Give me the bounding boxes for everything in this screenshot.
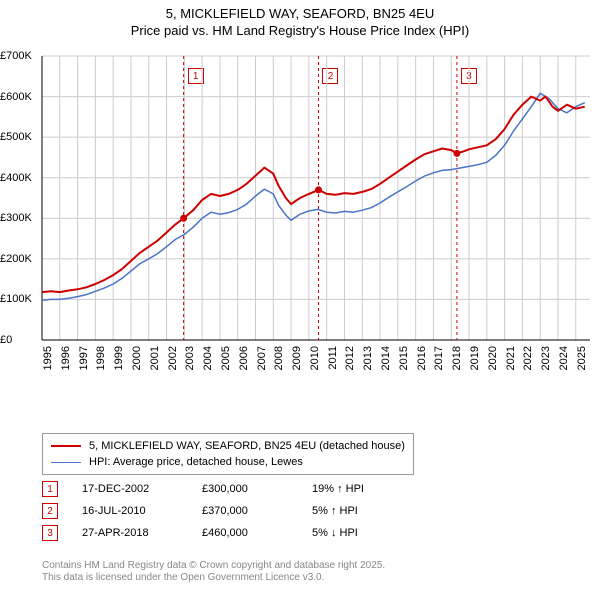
event-delta: 5% ↑ HPI <box>312 505 432 517</box>
legend-item: 5, MICKLEFIELD WAY, SEAFORD, BN25 4EU (d… <box>51 438 405 454</box>
event-date: 16-JUL-2010 <box>82 505 202 517</box>
x-axis-label: 1999 <box>113 346 125 376</box>
chart-area: £0£100K£200K£300K£400K£500K£600K£700K 19… <box>0 48 600 388</box>
x-axis-label: 2009 <box>291 346 303 376</box>
x-axis-label: 2021 <box>505 346 517 376</box>
x-axis-label: 2011 <box>327 346 339 376</box>
event-delta: 19% ↑ HPI <box>312 483 432 495</box>
license-line-1: Contains HM Land Registry data © Crown c… <box>42 560 385 571</box>
line-chart-svg <box>0 48 600 342</box>
legend-swatch <box>51 462 81 463</box>
x-axis-label: 2019 <box>469 346 481 376</box>
x-axis-label: 2012 <box>344 346 356 376</box>
event-price: £300,000 <box>202 483 312 495</box>
x-axis-label: 2018 <box>451 346 463 376</box>
x-axis-label: 2022 <box>522 346 534 376</box>
title-line-1: 5, MICKLEFIELD WAY, SEAFORD, BN25 4EU <box>166 6 435 21</box>
x-axis-label: 2008 <box>273 346 285 376</box>
x-axis-label: 2015 <box>398 346 410 376</box>
event-price: £460,000 <box>202 527 312 539</box>
x-axis-label: 1997 <box>78 346 90 376</box>
x-axis-label: 2020 <box>487 346 499 376</box>
x-axis-label: 2017 <box>433 346 445 376</box>
event-number-badge: 3 <box>42 525 58 541</box>
event-number-badge: 1 <box>42 481 58 497</box>
event-price: £370,000 <box>202 505 312 517</box>
x-axis-label: 2000 <box>131 346 143 376</box>
x-axis-label: 2010 <box>309 346 321 376</box>
event-table-row: 3 27-APR-2018£460,0005% ↓ HPI <box>42 522 432 544</box>
legend-label: 5, MICKLEFIELD WAY, SEAFORD, BN25 4EU (d… <box>89 440 405 452</box>
x-axis-label: 2007 <box>256 346 268 376</box>
event-date: 17-DEC-2002 <box>82 483 202 495</box>
legend-label: HPI: Average price, detached house, Lewe… <box>89 456 303 468</box>
legend-swatch <box>51 445 81 447</box>
x-axis-label: 2002 <box>167 346 179 376</box>
x-axis-label: 2003 <box>184 346 196 376</box>
legend-item: HPI: Average price, detached house, Lewe… <box>51 454 405 470</box>
legend: 5, MICKLEFIELD WAY, SEAFORD, BN25 4EU (d… <box>42 433 414 475</box>
x-axis-label: 2016 <box>416 346 428 376</box>
event-date: 27-APR-2018 <box>82 527 202 539</box>
license-line-2: This data is licensed under the Open Gov… <box>42 572 324 583</box>
license-text: Contains HM Land Registry data © Crown c… <box>42 560 385 584</box>
x-axis-label: 2004 <box>202 346 214 376</box>
x-axis-label: 2001 <box>149 346 161 376</box>
x-axis-label: 2005 <box>220 346 232 376</box>
events-table: 1 17-DEC-2002£300,00019% ↑ HPI 2 16-JUL-201… <box>42 478 432 544</box>
x-axis-label: 1995 <box>42 346 54 376</box>
x-axis-label: 2013 <box>362 346 374 376</box>
x-axis-label: 2024 <box>558 346 570 376</box>
title-line-2: Price paid vs. HM Land Registry's House … <box>131 23 469 38</box>
event-number-badge: 2 <box>42 503 58 519</box>
event-table-row: 2 16-JUL-2010£370,0005% ↑ HPI <box>42 500 432 522</box>
x-axis-label: 2023 <box>540 346 552 376</box>
event-delta: 5% ↓ HPI <box>312 527 432 539</box>
event-table-row: 1 17-DEC-2002£300,00019% ↑ HPI <box>42 478 432 500</box>
x-axis-label: 2014 <box>380 346 392 376</box>
x-axis-label: 2006 <box>238 346 250 376</box>
x-axis-label: 2025 <box>576 346 588 376</box>
chart-title: 5, MICKLEFIELD WAY, SEAFORD, BN25 4EU Pr… <box>0 0 600 40</box>
x-axis-label: 1998 <box>95 346 107 376</box>
x-axis-label: 1996 <box>60 346 72 376</box>
